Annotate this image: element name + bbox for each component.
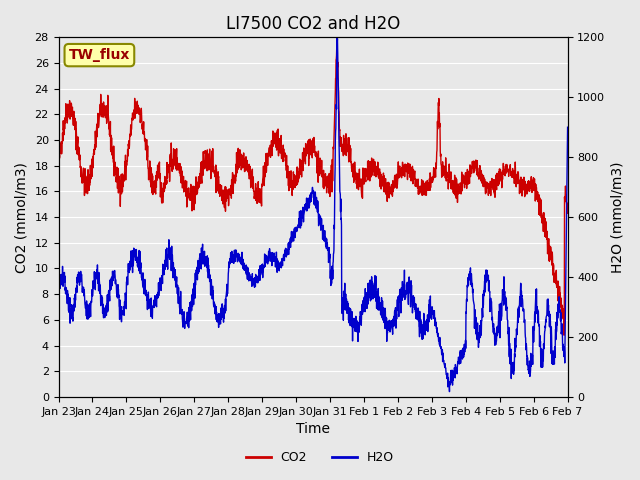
Y-axis label: CO2 (mmol/m3): CO2 (mmol/m3): [15, 162, 29, 273]
Title: LI7500 CO2 and H2O: LI7500 CO2 and H2O: [226, 15, 400, 33]
X-axis label: Time: Time: [296, 422, 330, 436]
Text: TW_flux: TW_flux: [68, 48, 130, 62]
Legend: CO2, H2O: CO2, H2O: [241, 446, 399, 469]
Y-axis label: H2O (mmol/m3): H2O (mmol/m3): [611, 161, 625, 273]
